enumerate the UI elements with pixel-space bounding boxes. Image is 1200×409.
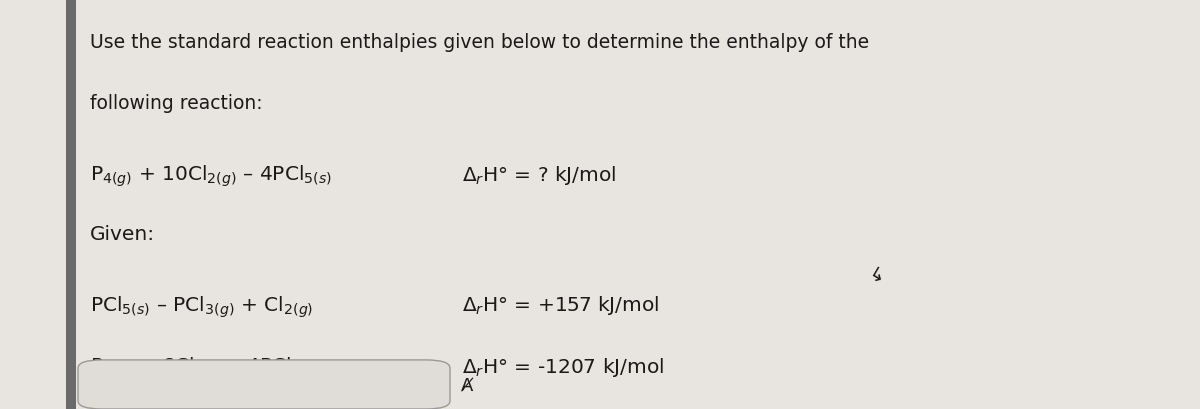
FancyBboxPatch shape [78,360,450,409]
Text: Use the standard reaction enthalpies given below to determine the enthalpy of th: Use the standard reaction enthalpies giv… [90,33,869,52]
Text: Given:: Given: [90,225,155,244]
Text: Δ$_{r}$H° = ? kJ/mol: Δ$_{r}$H° = ? kJ/mol [462,164,616,187]
Text: PCl$_{5(s)}$ – PCl$_{3(g)}$ + Cl$_{2(g)}$: PCl$_{5(s)}$ – PCl$_{3(g)}$ + Cl$_{2(g)}… [90,294,313,320]
FancyBboxPatch shape [66,0,76,409]
Text: Δ$_{r}$H° = -1207 kJ/mol: Δ$_{r}$H° = -1207 kJ/mol [462,356,664,379]
Text: P$_{4(g)}$ + 6Cl$_{2(g)}$ – 4PCl$_{3(g)}$: P$_{4(g)}$ + 6Cl$_{2(g)}$ – 4PCl$_{3(g)}… [90,356,320,381]
Text: Δ$_{r}$H° = +157 kJ/mol: Δ$_{r}$H° = +157 kJ/mol [462,294,659,317]
Text: following reaction:: following reaction: [90,94,263,113]
Text: P$_{4(g)}$ + 10Cl$_{2(g)}$ – 4PCl$_{5(s)}$: P$_{4(g)}$ + 10Cl$_{2(g)}$ – 4PCl$_{5(s)… [90,164,332,189]
Text: ↳: ↳ [864,266,888,290]
Text: A̸: A̸ [462,378,474,396]
